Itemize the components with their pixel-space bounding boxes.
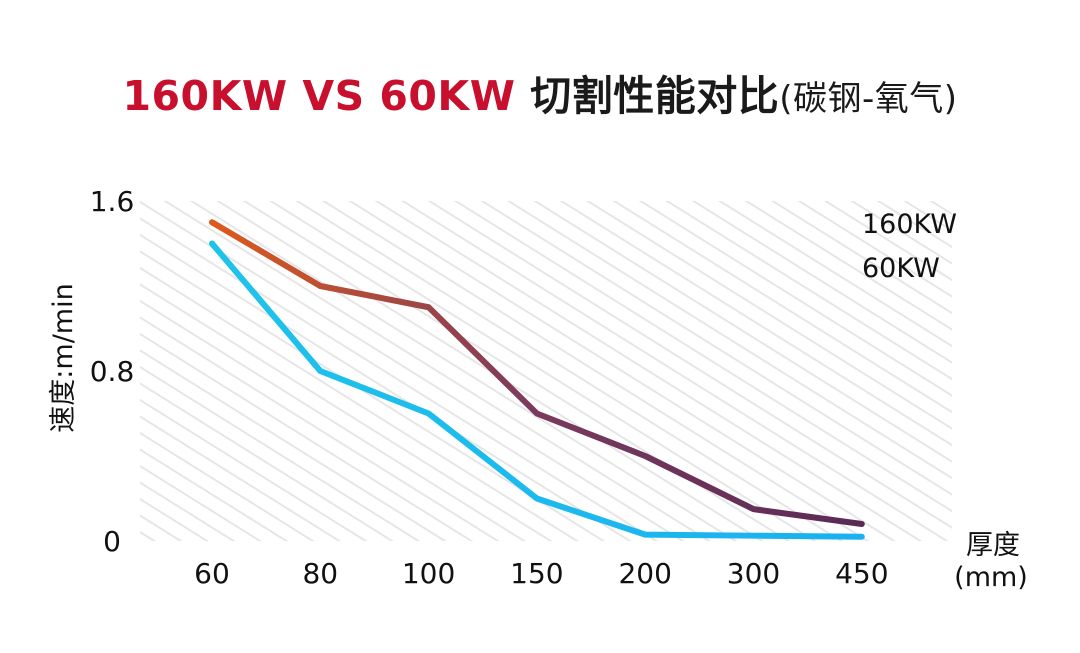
legend: 160KW 60KW (787, 209, 957, 284)
series-line-60kw (209, 240, 865, 540)
chart-title-accent: 160KW VS 60KW (122, 72, 516, 120)
data-point-60kw (209, 241, 215, 247)
series-lines (209, 219, 865, 540)
y-tick-label: 0 (103, 525, 121, 558)
x-tick-label: 80 (302, 557, 338, 590)
chart-title-suffix: (碳钢-氧气) (779, 79, 958, 119)
x-tick-label: 450 (835, 557, 888, 590)
x-axis-unit: (mm) (954, 562, 1028, 593)
data-point-160kw (209, 219, 215, 225)
chart-title: 160KW VS 60KW 切割性能对比(碳钢-氧气) (0, 62, 1080, 122)
data-point-160kw (859, 521, 865, 527)
data-point-160kw (317, 283, 323, 289)
data-point-60kw (426, 411, 432, 417)
data-point-60kw (642, 532, 648, 538)
legend-label-160kw: 160KW (862, 209, 957, 240)
data-point-160kw (426, 304, 432, 310)
data-point-60kw (859, 534, 865, 540)
x-axis-label: 厚度 (966, 530, 1020, 561)
data-point-60kw (317, 368, 323, 374)
x-tick-label: 60 (194, 557, 230, 590)
x-tick-label: 100 (402, 557, 455, 590)
y-tick-label: 1.6 (90, 185, 135, 218)
x-axis-ticks: 60 80 100 150 200 300 450 (194, 557, 888, 590)
data-point-60kw (534, 496, 540, 502)
data-point-160kw (534, 411, 540, 417)
legend-label-60kw: 60KW (862, 253, 940, 284)
x-tick-label: 300 (727, 557, 780, 590)
chart-title-main: 切割性能对比 (515, 72, 780, 120)
series-line-160kw (209, 219, 865, 527)
data-point-160kw (751, 506, 757, 512)
y-axis-label: 速度:m/min (48, 283, 79, 432)
y-axis-ticks: 0 0.8 1.6 (90, 185, 135, 558)
y-tick-label: 0.8 (90, 355, 135, 388)
data-point-60kw (751, 533, 757, 539)
data-point-160kw (642, 453, 648, 459)
x-tick-label: 200 (618, 557, 671, 590)
x-tick-label: 150 (510, 557, 563, 590)
